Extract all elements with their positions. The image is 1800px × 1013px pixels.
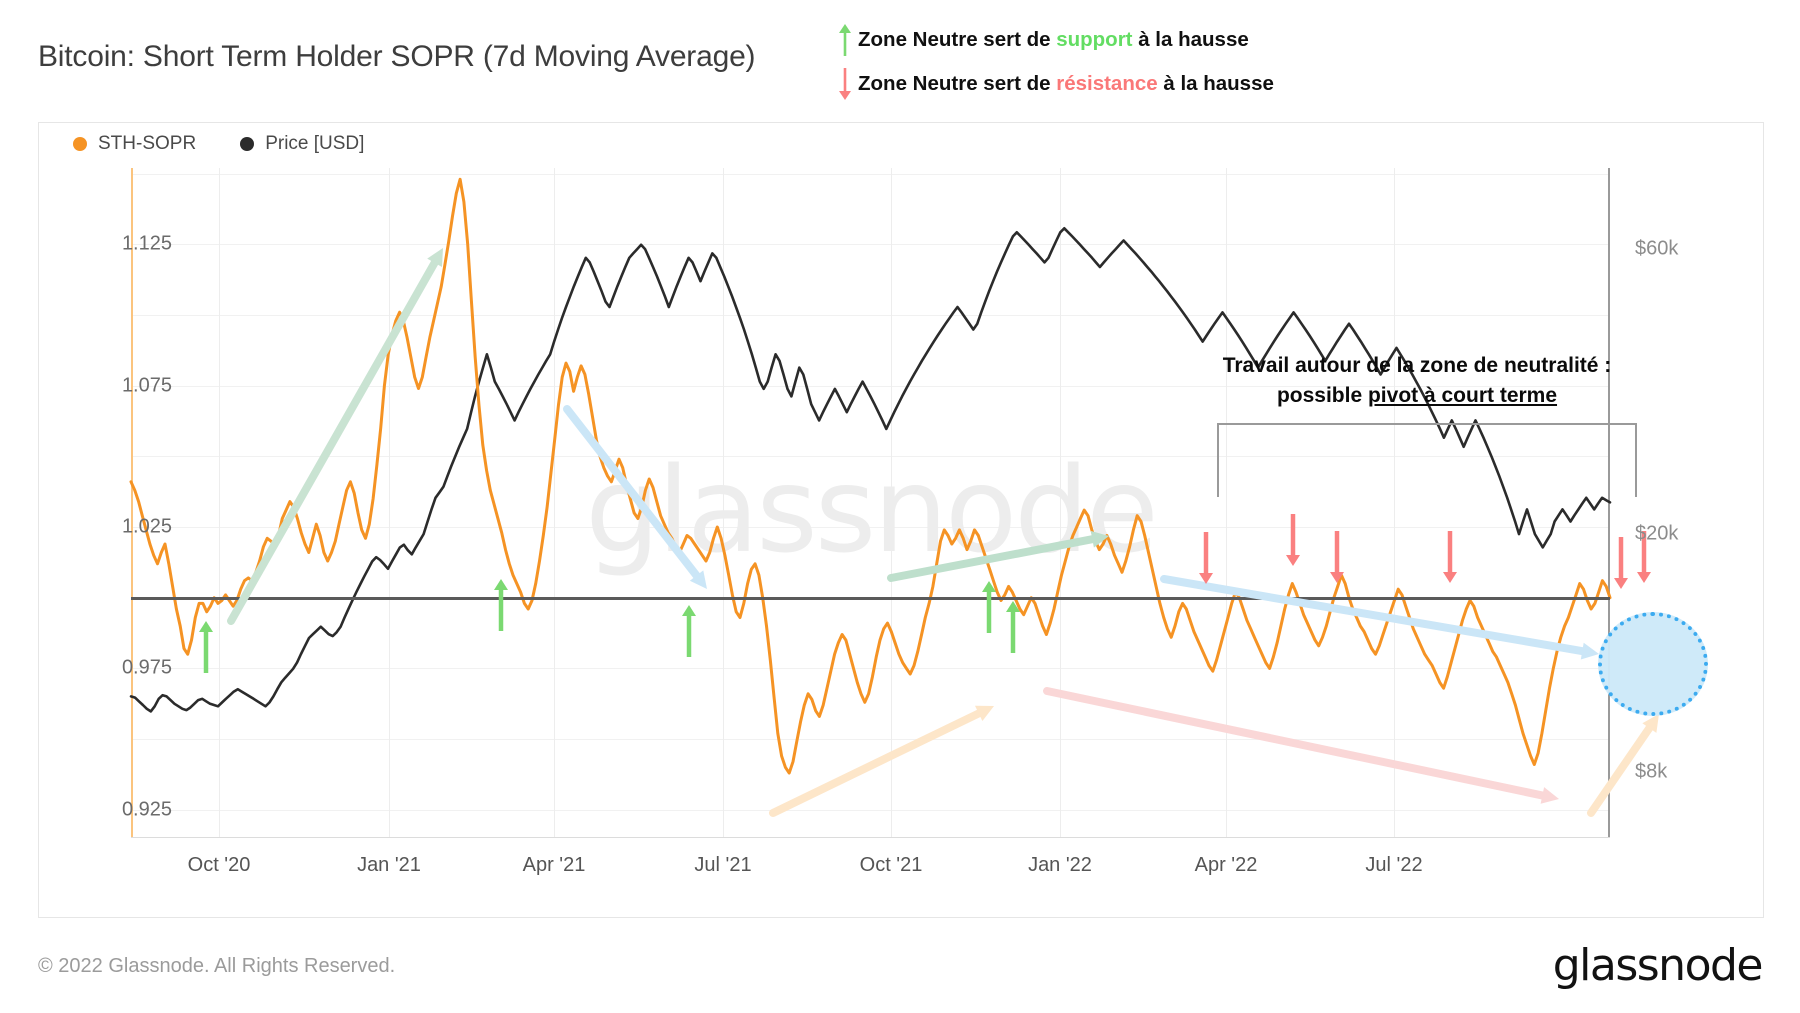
pivot-zone-highlight: [1598, 612, 1708, 716]
gridline-h-minor: [131, 456, 1610, 458]
gridline-h-minor: [131, 739, 1610, 741]
sopr-downtrend-2021: [563, 405, 707, 589]
y-axis-tick-right: $60k: [1635, 237, 1679, 260]
gridline-h-minor: [131, 315, 1610, 316]
page-title: Bitcoin: Short Term Holder SOPR (7d Movi…: [38, 40, 756, 73]
gridline-v: [554, 168, 555, 838]
legend-label-sth-sopr: STH-SOPR: [98, 133, 197, 154]
support-marker-arrow: [494, 579, 508, 631]
copyright-text: © 2022 Glassnode. All Rights Reserved.: [38, 955, 396, 977]
gridline-h: [131, 385, 1610, 387]
series-layer: [129, 177, 1612, 775]
gridlines: [131, 168, 1610, 838]
resistance-marker-arrow: [1330, 531, 1344, 583]
legend-item-price[interactable]: Price [USD]: [240, 133, 364, 155]
x-axis-tick: Oct '20: [187, 854, 251, 876]
support-marker-arrow: [982, 581, 996, 633]
y-axis-tick-left: 1.075: [121, 374, 172, 397]
x-axis-tick: Jul '22: [1365, 854, 1423, 876]
callout-line-2: possible pivot à court terme: [1276, 384, 1558, 407]
gridline-v: [1226, 168, 1227, 838]
x-axis-tick: Apr '22: [1194, 854, 1258, 876]
x-axis-tick: Jan '21: [357, 854, 421, 876]
support-marker-arrow: [682, 605, 696, 657]
y-axis-tick-right: $20k: [1635, 522, 1679, 545]
sopr-downtrend-2022: [1160, 575, 1599, 660]
gridline-h: [131, 668, 1610, 670]
up-arrow-icon: [832, 23, 858, 57]
gridline-v: [1060, 168, 1061, 838]
x-axis-tick: Oct '21: [859, 854, 923, 876]
gridline-h: [131, 527, 1610, 529]
gridline-v: [723, 168, 724, 838]
annotation-row-support: Zone Neutre sert de support à la hausse: [832, 18, 1452, 62]
x-axis-tick: Jan '22: [1028, 854, 1092, 876]
gridline-v: [891, 168, 892, 838]
chart-legend: STH-SOPR Price [USD]: [73, 133, 364, 155]
plot-area: glassnode: [129, 168, 1659, 838]
marker-layer: [199, 248, 1659, 817]
annotation-legend: Zone Neutre sert de support à la hausse …: [832, 18, 1452, 106]
legend-swatch-sth-sopr: [73, 137, 87, 151]
gridline-h: [131, 244, 1610, 246]
support-marker-arrow: [1006, 601, 1020, 653]
sopr-uptrend-2020: [227, 248, 443, 625]
resistance-marker-arrow: [1614, 537, 1628, 589]
series-line-sth-sopr: [129, 177, 1612, 775]
axis-bottom: [131, 837, 1610, 838]
chart-card: STH-SOPR Price [USD] glassnode 1.125 1.07…: [38, 122, 1764, 918]
series-line-price: [129, 227, 1612, 713]
gridline-v: [1394, 168, 1395, 838]
resistance-marker-arrow: [1637, 531, 1651, 583]
down-arrow-icon: [832, 67, 858, 101]
x-axis-tick: Apr '21: [522, 854, 586, 876]
gridline-h-minor: [131, 173, 1610, 175]
neutral-reference-line: [131, 596, 1610, 600]
annotation-resistance-text: Zone Neutre sert de résistance à la haus…: [858, 72, 1274, 95]
resistance-marker-arrow: [1286, 514, 1300, 566]
y-axis-tick-left: 0.975: [121, 656, 172, 679]
gridline-v: [219, 168, 220, 838]
resistance-marker-arrow: [1443, 531, 1457, 583]
y-axis-tick-left: 1.025: [121, 515, 172, 538]
support-marker-arrow: [199, 621, 213, 673]
y-axis-tick-left: 1.125: [121, 232, 172, 255]
sopr-highs-downtrend-2022: [1043, 687, 1559, 804]
gridline-h: [131, 809, 1610, 811]
axis-left: [131, 168, 133, 838]
annotation-support-text: Zone Neutre sert de support à la hausse: [858, 28, 1249, 51]
callout-text: Travail autour de la zone de neutralité …: [1207, 351, 1627, 411]
annotation-row-resistance: Zone Neutre sert de résistance à la haus…: [832, 62, 1452, 106]
gridline-v: [389, 168, 390, 838]
sopr-uptrend-2021: [887, 530, 1109, 582]
sopr-lows-uptrend-2021: [769, 705, 994, 817]
resistance-marker-arrow: [1199, 532, 1213, 584]
x-axis-tick: Jul '21: [694, 854, 752, 876]
legend-swatch-price: [240, 137, 255, 151]
callout-line-1: Travail autour de la zone de neutralité …: [1222, 354, 1612, 377]
y-axis-tick-right: $8k: [1635, 760, 1668, 783]
glassnode-logo: glassnode: [1552, 940, 1764, 991]
legend-item-sth-sopr[interactable]: STH-SOPR: [73, 133, 196, 155]
y-axis-tick-left: 0.925: [121, 798, 172, 821]
legend-label-price: Price [USD]: [265, 133, 365, 154]
callout-bracket: [1217, 423, 1637, 497]
sopr-recovery-2022: [1587, 714, 1659, 817]
